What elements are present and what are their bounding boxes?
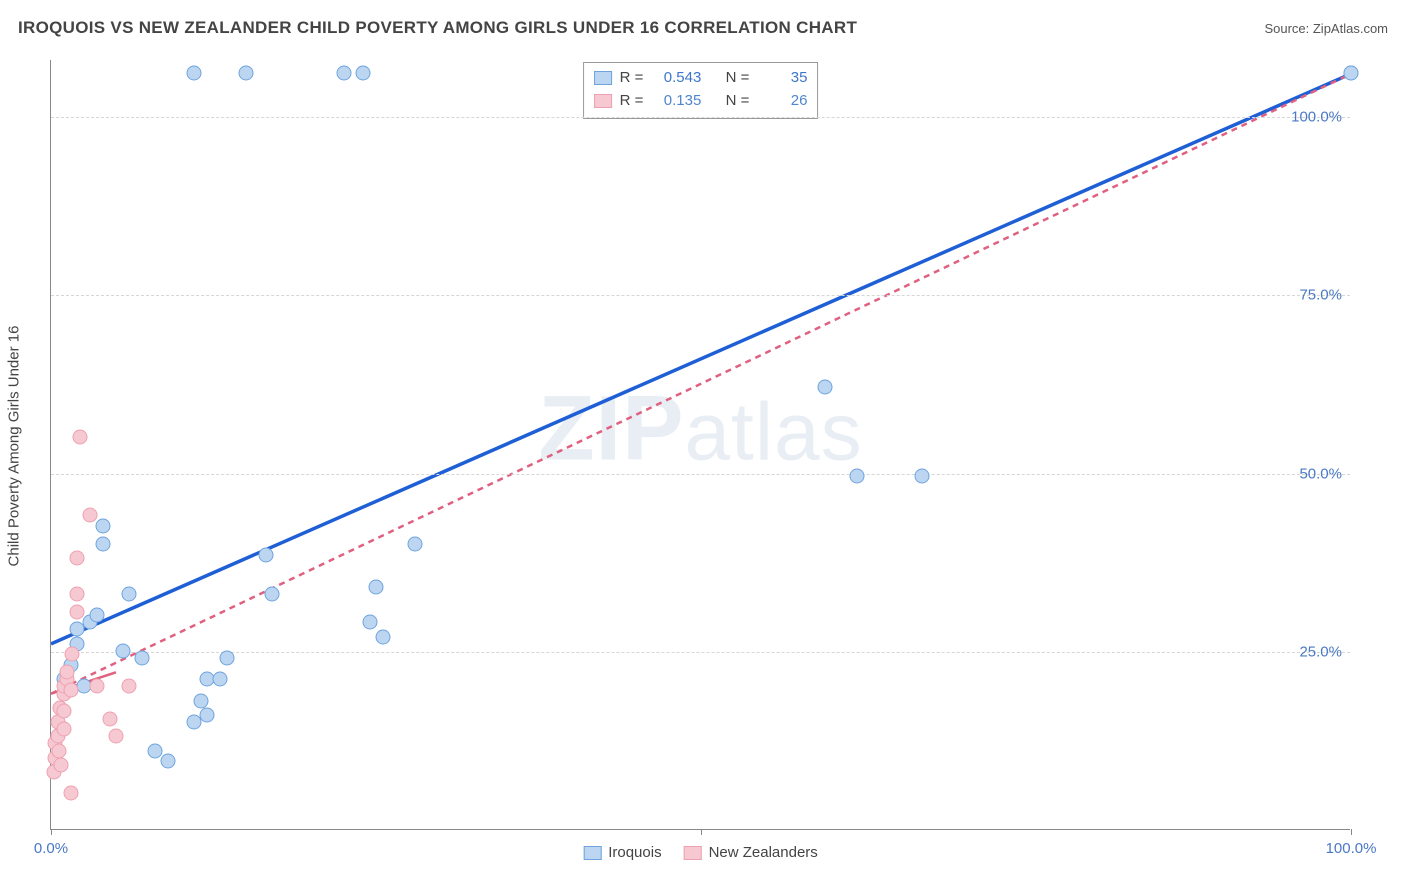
legend-item-new_zealanders: New Zealanders (684, 844, 818, 861)
iroquois-point (850, 469, 865, 484)
iroquois-point (193, 693, 208, 708)
iroquois-trendline (51, 74, 1350, 644)
gridline (51, 117, 1350, 118)
new_zealanders-point (57, 704, 72, 719)
iroquois-point (96, 519, 111, 534)
x-tick-mark (51, 829, 52, 835)
iroquois-point (213, 672, 228, 687)
iroquois-legend-swatch (583, 846, 601, 860)
r-label: R = (620, 67, 644, 90)
iroquois-point (219, 650, 234, 665)
x-tick-mark (701, 829, 702, 835)
new_zealanders-n-value: 26 (757, 90, 807, 113)
new_zealanders-swatch (594, 94, 612, 108)
x-tick-mark (1351, 829, 1352, 835)
iroquois-point (1344, 66, 1359, 81)
new_zealanders-point (70, 586, 85, 601)
new_zealanders-point (102, 711, 117, 726)
new_zealanders-legend-label: New Zealanders (709, 844, 818, 861)
new_zealanders-point (59, 665, 74, 680)
y-tick-label: 50.0% (1299, 465, 1342, 482)
new_zealanders-point (64, 647, 79, 662)
new_zealanders-point (70, 604, 85, 619)
new_zealanders-point (63, 682, 78, 697)
new_zealanders-point (54, 757, 69, 772)
source-label: Source: ZipAtlas.com (1264, 21, 1388, 36)
new_zealanders-point (109, 729, 124, 744)
x-tick-label: 100.0% (1326, 840, 1377, 857)
gridline (51, 652, 1350, 653)
iroquois-point (187, 66, 202, 81)
iroquois-point (375, 629, 390, 644)
y-axis-label: Child Poverty Among Girls Under 16 (6, 326, 23, 567)
new_zealanders-point (122, 679, 137, 694)
iroquois-point (200, 707, 215, 722)
iroquois-point (356, 66, 371, 81)
correlation-info-box: R = 0.543 N = 35 R = 0.135 N = 26 (583, 62, 819, 119)
y-tick-label: 25.0% (1299, 643, 1342, 660)
iroquois-point (96, 536, 111, 551)
new_zealanders-point (57, 722, 72, 737)
gridline (51, 295, 1350, 296)
iroquois-point (915, 469, 930, 484)
new_zealanders-point (63, 786, 78, 801)
legend-item-iroquois: Iroquois (583, 844, 661, 861)
iroquois-legend-label: Iroquois (608, 844, 661, 861)
new_zealanders-r-value: 0.135 (651, 90, 701, 113)
iroquois-point (122, 586, 137, 601)
iroquois-point (135, 650, 150, 665)
new_zealanders-legend-swatch (684, 846, 702, 860)
iroquois-point (336, 66, 351, 81)
x-tick-label: 0.0% (34, 840, 68, 857)
iroquois-n-value: 35 (757, 67, 807, 90)
iroquois-point (408, 536, 423, 551)
n-label: N = (726, 90, 750, 113)
y-tick-label: 100.0% (1291, 109, 1342, 126)
iroquois-swatch (594, 71, 612, 85)
watermark: ZIPatlas (538, 377, 862, 482)
page-title: IROQUOIS VS NEW ZEALANDER CHILD POVERTY … (18, 18, 857, 38)
iroquois-point (148, 743, 163, 758)
iroquois-point (89, 608, 104, 623)
iroquois-point (817, 379, 832, 394)
iroquois-point (161, 754, 176, 769)
trendlines-layer (51, 60, 1350, 829)
iroquois-r-value: 0.543 (651, 67, 701, 90)
iroquois-point (362, 615, 377, 630)
n-label: N = (726, 67, 750, 90)
new_zealanders-trendline (51, 74, 1350, 693)
scatter-plot: ZIPatlas R =0.543 N =35R =0.135 N =26 Ir… (50, 60, 1350, 830)
iroquois-point (239, 66, 254, 81)
new_zealanders-point (70, 551, 85, 566)
new_zealanders-point (51, 743, 66, 758)
new_zealanders-point (72, 429, 87, 444)
iroquois-point (369, 579, 384, 594)
new_zealanders-point (83, 508, 98, 523)
r-label: R = (620, 90, 644, 113)
info-row-new_zealanders: R = 0.135 N = 26 (594, 90, 808, 113)
iroquois-point (265, 586, 280, 601)
gridline (51, 474, 1350, 475)
new_zealanders-point (89, 679, 104, 694)
series-legend: Iroquois New Zealanders (583, 844, 818, 861)
iroquois-point (115, 643, 130, 658)
y-tick-label: 75.0% (1299, 287, 1342, 304)
info-row-iroquois: R = 0.543 N = 35 (594, 67, 808, 90)
iroquois-point (258, 547, 273, 562)
